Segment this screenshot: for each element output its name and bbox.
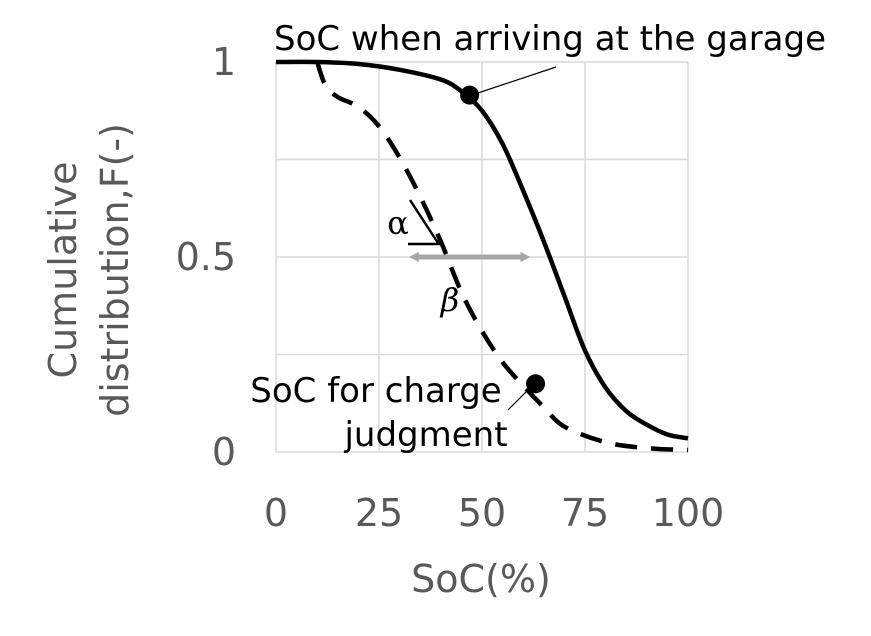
y-tick-label-0: 0 [212, 430, 236, 474]
x-tick-label-100: 100 [652, 491, 725, 535]
tick-labels: 0 25 50 75 100 0 0.5 1 [176, 40, 725, 535]
x-tick-label-25: 25 [355, 491, 403, 535]
series-line-dashed [315, 61, 689, 453]
x-tick-label-0: 0 [264, 491, 288, 535]
series-line-solid [275, 59, 689, 441]
y-axis-title-line1: Cumulative [41, 162, 85, 379]
series-group [275, 59, 689, 453]
lower-annotation-label-line1: SoC for charge [250, 371, 501, 411]
y-tick-label-1: 1 [212, 40, 236, 84]
marker-point-1 [460, 85, 480, 105]
y-axis-title: Cumulative distribution,F(-) [41, 123, 137, 417]
upper-leader-line [468, 66, 557, 97]
x-tick-label-75: 75 [561, 491, 609, 535]
x-tick-label-50: 50 [458, 491, 506, 535]
axes [275, 62, 688, 453]
lower-annotation-label-line2: judgment [343, 415, 507, 455]
upper-annotation-label: SoC when arriving at the garage [274, 19, 826, 59]
alpha-label: α [387, 204, 409, 242]
marker-point-2 [526, 374, 546, 394]
markers-group [460, 85, 546, 394]
y-axis-title-line2: distribution,F(-) [93, 123, 137, 417]
beta-label: β [440, 281, 460, 319]
y-tick-label-0.5: 0.5 [176, 235, 236, 279]
x-axis-title: SoC(%) [411, 557, 551, 601]
lower-leader-line [507, 382, 536, 411]
alpha-slope-line [408, 199, 440, 244]
